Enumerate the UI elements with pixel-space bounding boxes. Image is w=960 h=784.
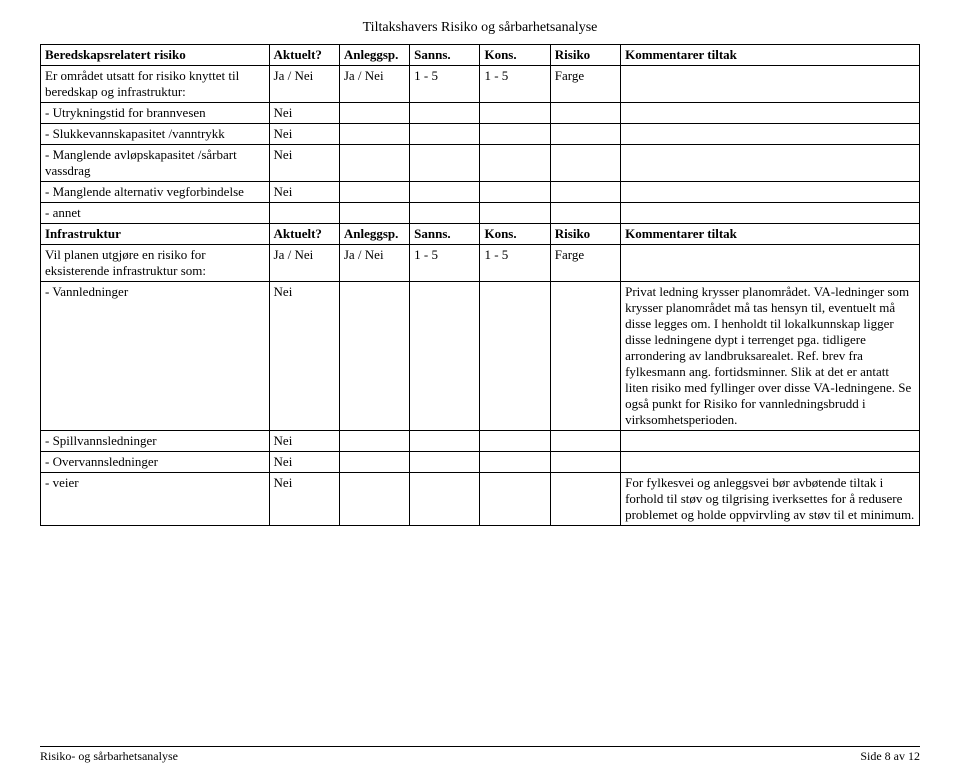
page-footer: Risiko- og sårbarhetsanalyse Side 8 av 1… xyxy=(40,746,920,764)
section-header-row: Beredskapsrelatert risiko Aktuelt? Anleg… xyxy=(41,45,920,66)
page-title: Tiltakshavers Risiko og sårbarhetsanalys… xyxy=(40,20,920,36)
cell-sanns: 1 - 5 xyxy=(410,66,480,103)
cell-aktuelt: Nei xyxy=(269,431,339,452)
col-anleggsp: Anleggsp. xyxy=(339,45,409,66)
cell-aktuelt: Ja / Nei xyxy=(269,245,339,282)
cell-label: - Manglende avløpskapasitet /sårbart vas… xyxy=(41,145,270,182)
cell-sanns: 1 - 5 xyxy=(410,245,480,282)
section-title: Beredskapsrelatert risiko xyxy=(41,45,270,66)
section-title: Infrastruktur xyxy=(41,224,270,245)
col-kommentarer: Kommentarer tiltak xyxy=(621,224,920,245)
col-kons: Kons. xyxy=(480,224,550,245)
table-row: - annet xyxy=(41,203,920,224)
table-row: - Vannledninger Nei Privat ledning kryss… xyxy=(41,282,920,431)
cell-aktuelt: Nei xyxy=(269,124,339,145)
footer-left: Risiko- og sårbarhetsanalyse xyxy=(40,749,178,764)
cell-label: - Utrykningstid for brannvesen xyxy=(41,103,270,124)
col-aktuelt: Aktuelt? xyxy=(269,45,339,66)
table-row: Er området utsatt for risiko knyttet til… xyxy=(41,66,920,103)
cell-aktuelt: Nei xyxy=(269,282,339,431)
table-row: - Overvannsledninger Nei xyxy=(41,452,920,473)
cell-kons: 1 - 5 xyxy=(480,245,550,282)
table-row: - Slukkevannskapasitet /vanntrykk Nei xyxy=(41,124,920,145)
cell-aktuelt: Nei xyxy=(269,103,339,124)
cell-label: - veier xyxy=(41,473,270,526)
col-kons: Kons. xyxy=(480,45,550,66)
cell-kommentar: For fylkesvei og anleggsvei bør avbøtend… xyxy=(621,473,920,526)
cell-risiko: Farge xyxy=(550,245,620,282)
cell-label: - Manglende alternativ vegforbindelse xyxy=(41,182,270,203)
cell-aktuelt: Ja / Nei xyxy=(269,66,339,103)
col-sanns: Sanns. xyxy=(410,45,480,66)
col-kommentarer: Kommentarer tiltak xyxy=(621,45,920,66)
cell-aktuelt: Nei xyxy=(269,145,339,182)
cell-label: - Slukkevannskapasitet /vanntrykk xyxy=(41,124,270,145)
col-aktuelt: Aktuelt? xyxy=(269,224,339,245)
col-anleggsp: Anleggsp. xyxy=(339,224,409,245)
cell-risiko: Farge xyxy=(550,66,620,103)
section-header-row: Infrastruktur Aktuelt? Anleggsp. Sanns. … xyxy=(41,224,920,245)
table-row: Vil planen utgjøre en risiko for eksiste… xyxy=(41,245,920,282)
col-risiko: Risiko xyxy=(550,224,620,245)
table-row: - Utrykningstid for brannvesen Nei xyxy=(41,103,920,124)
cell-label: - Spillvannsledninger xyxy=(41,431,270,452)
table-row: - veier Nei For fylkesvei og anleggsvei … xyxy=(41,473,920,526)
table-row: - Manglende avløpskapasitet /sårbart vas… xyxy=(41,145,920,182)
cell-label: Vil planen utgjøre en risiko for eksiste… xyxy=(41,245,270,282)
col-risiko: Risiko xyxy=(550,45,620,66)
footer-right: Side 8 av 12 xyxy=(860,749,920,764)
cell-label: Er området utsatt for risiko knyttet til… xyxy=(41,66,270,103)
cell-kommentar xyxy=(621,245,920,282)
col-sanns: Sanns. xyxy=(410,224,480,245)
risk-table: Beredskapsrelatert risiko Aktuelt? Anleg… xyxy=(40,44,920,526)
cell-anleggsp: Ja / Nei xyxy=(339,66,409,103)
cell-kommentar: Privat ledning krysser planområdet. VA-l… xyxy=(621,282,920,431)
cell-aktuelt: Nei xyxy=(269,452,339,473)
cell-label: - Overvannsledninger xyxy=(41,452,270,473)
cell-aktuelt: Nei xyxy=(269,182,339,203)
cell-kons: 1 - 5 xyxy=(480,66,550,103)
cell-label: - Vannledninger xyxy=(41,282,270,431)
cell-aktuelt: Nei xyxy=(269,473,339,526)
table-row: - Manglende alternativ vegforbindelse Ne… xyxy=(41,182,920,203)
cell-anleggsp: Ja / Nei xyxy=(339,245,409,282)
table-row: - Spillvannsledninger Nei xyxy=(41,431,920,452)
cell-kommentar xyxy=(621,66,920,103)
cell-label: - annet xyxy=(41,203,270,224)
